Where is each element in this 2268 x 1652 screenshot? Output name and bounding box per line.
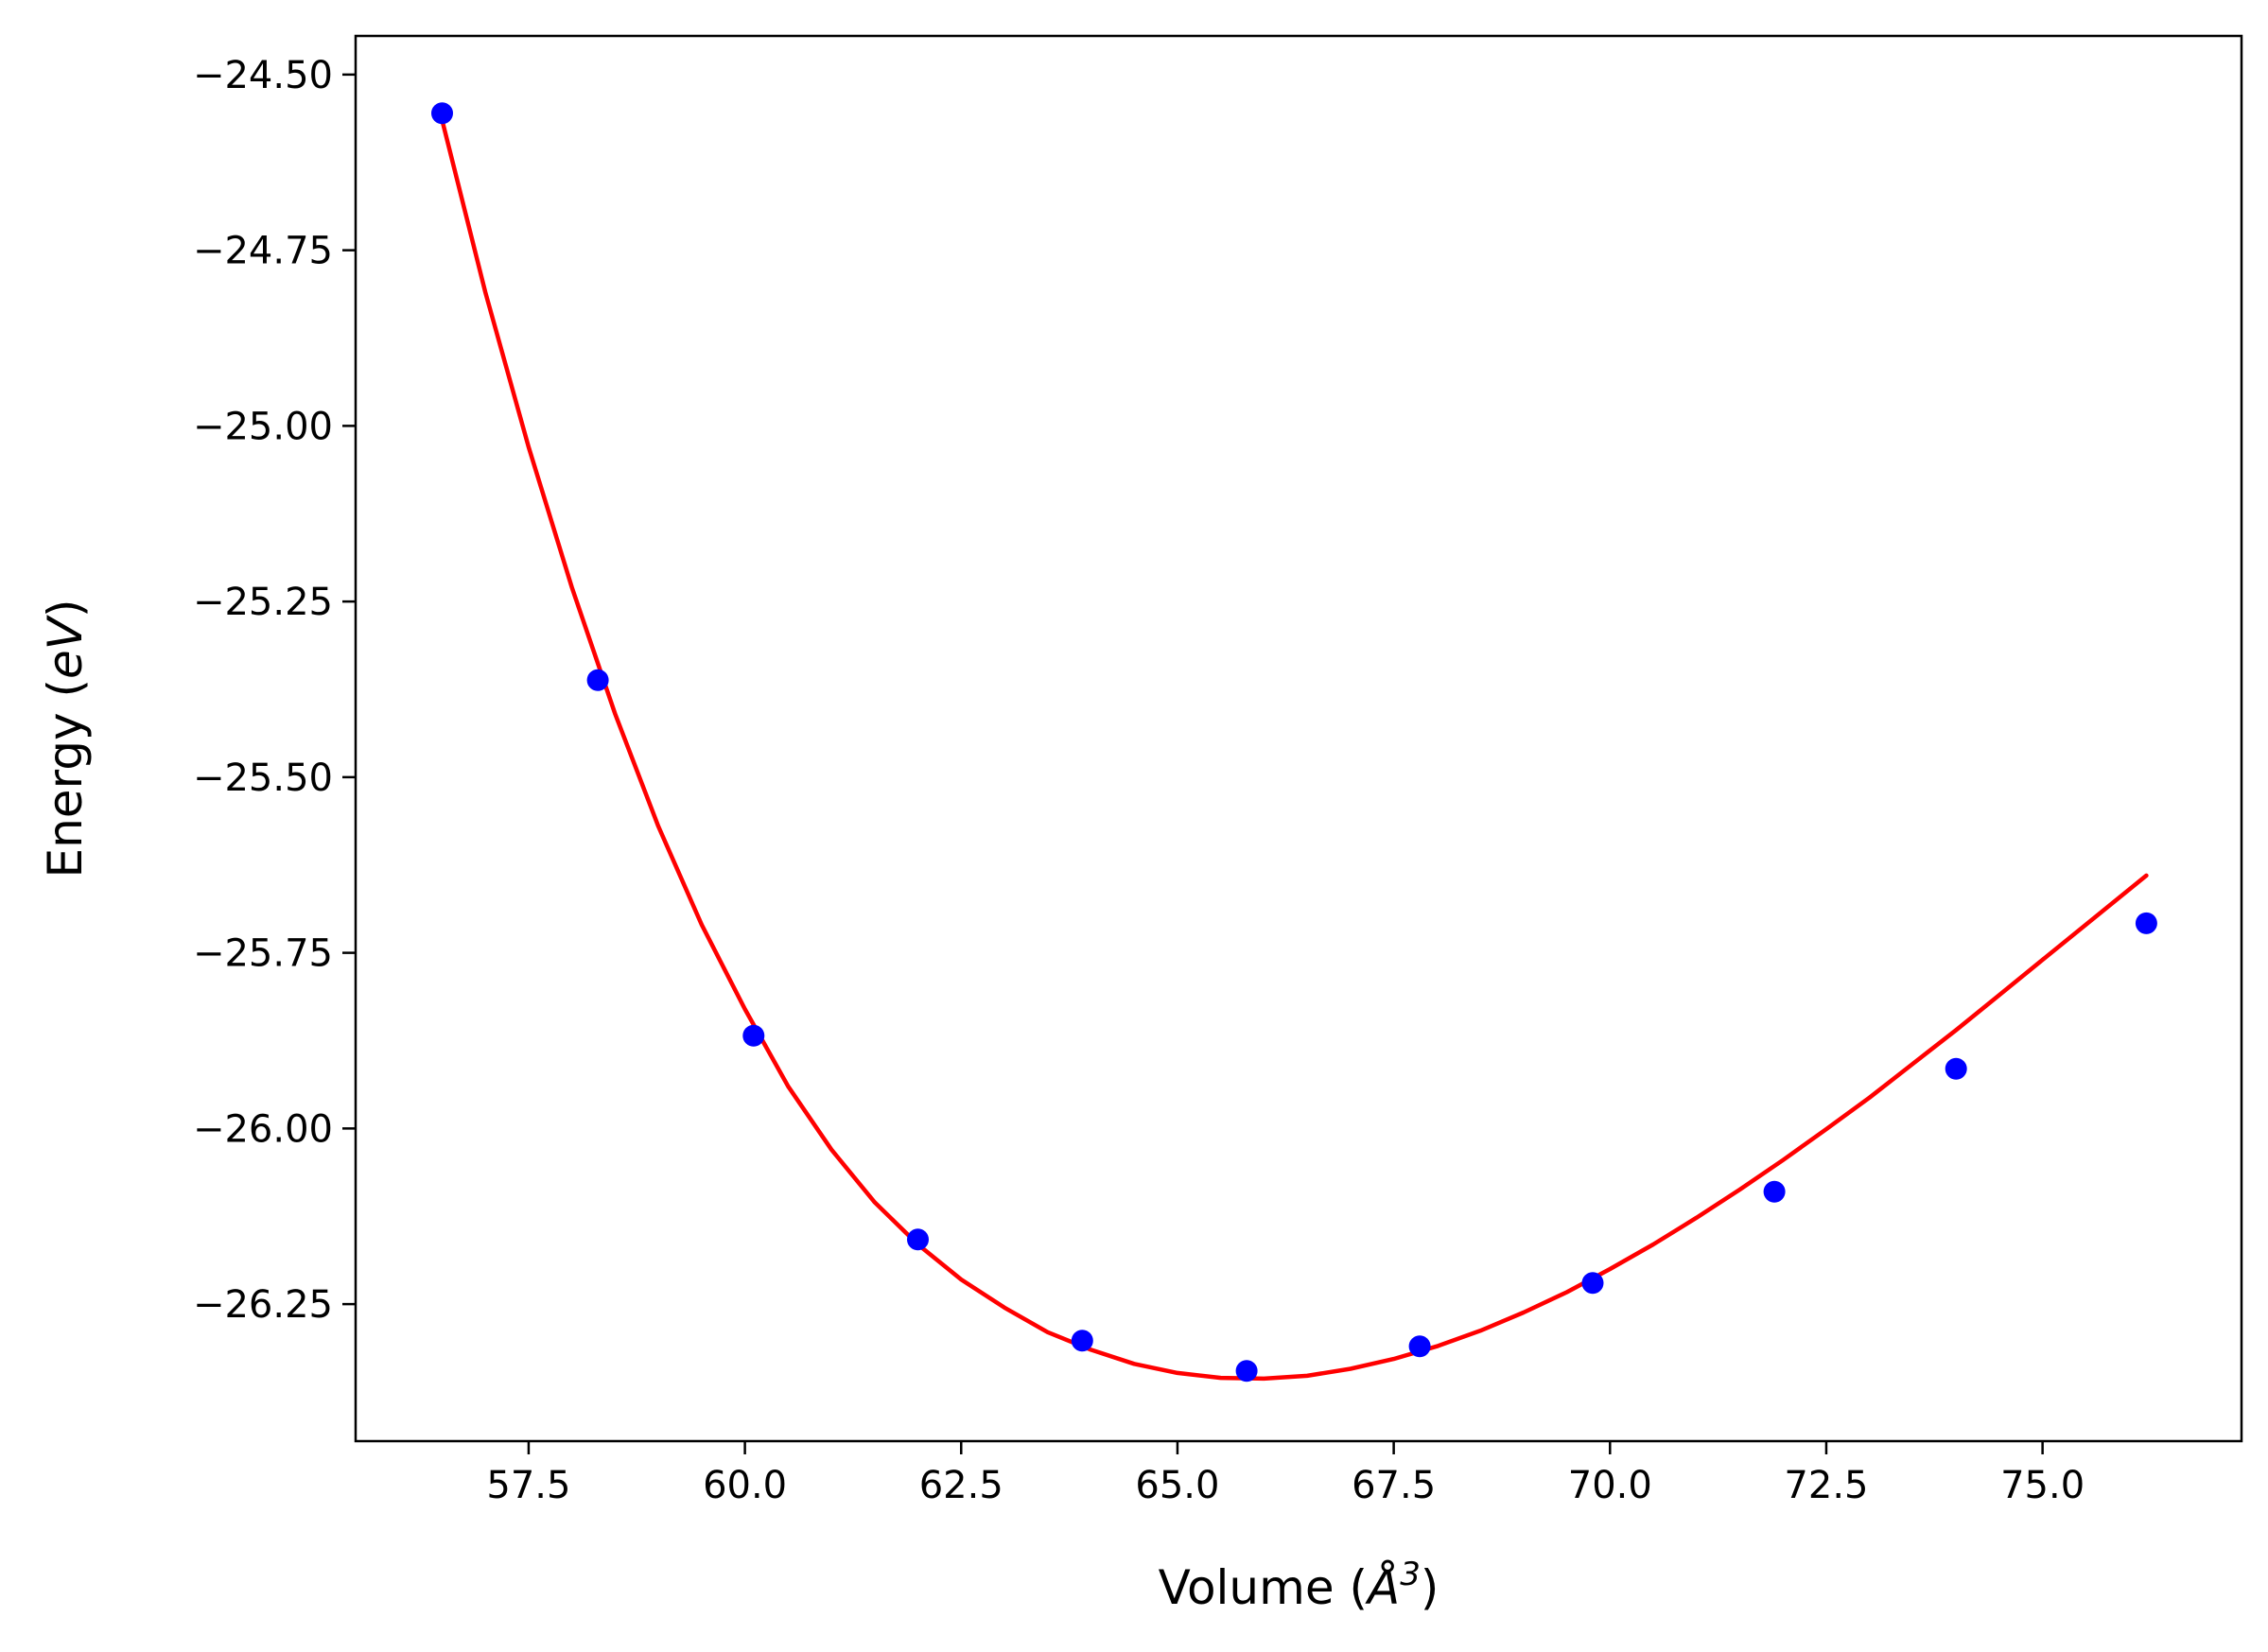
x-axis: 57.5 60.0 62.5 65.0 67.5 70.0 72.5 75.0 — [486, 1441, 2085, 1507]
data-point — [431, 102, 453, 125]
data-point — [907, 1228, 929, 1251]
y-tick-label: −25.25 — [193, 581, 333, 624]
x-tick-label: 62.5 — [919, 1464, 1003, 1507]
data-point — [1235, 1360, 1258, 1382]
y-tick-label: −25.75 — [193, 932, 333, 976]
data-point — [1408, 1335, 1431, 1358]
data-point — [1071, 1330, 1093, 1352]
y-tick-label: −26.25 — [193, 1283, 333, 1327]
x-tick-label: 67.5 — [1352, 1464, 1436, 1507]
y-tick-label: −25.50 — [193, 756, 333, 800]
y-tick-label: −25.00 — [193, 405, 333, 448]
x-tick-label: 57.5 — [486, 1464, 570, 1507]
fit-curve-line — [440, 117, 2149, 1382]
x-tick-label: 65.0 — [1135, 1464, 1219, 1507]
y-tick-label: −24.50 — [193, 54, 333, 97]
data-point — [1945, 1057, 1967, 1080]
x-axis-label: Volume (Å3) — [1159, 1556, 1439, 1615]
data-point — [2135, 912, 2157, 934]
data-point — [586, 669, 609, 691]
plot-area-frame — [354, 34, 2243, 1443]
y-tick-label: −24.75 — [193, 230, 333, 273]
data-point — [1763, 1180, 1786, 1203]
x-tick-label: 60.0 — [703, 1464, 787, 1507]
y-axis-label: Energy (eV) — [38, 600, 93, 878]
x-tick-label: 72.5 — [1784, 1464, 1868, 1507]
x-tick-label: 70.0 — [1568, 1464, 1652, 1507]
data-point — [742, 1024, 765, 1047]
data-point — [1581, 1272, 1604, 1295]
y-tick-label: −26.00 — [193, 1107, 333, 1151]
plot-marks — [431, 102, 2157, 1382]
y-axis: −24.50 −24.75 −25.00 −25.25 −25.50 −25.75 −26.… — [193, 54, 356, 1327]
x-tick-label: 75.0 — [2000, 1464, 2085, 1507]
